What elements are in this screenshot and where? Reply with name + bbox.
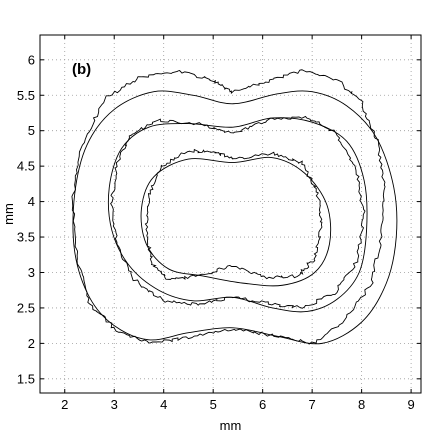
contour-smooth-1 (72, 90, 398, 345)
x-tick-label: 2 (61, 397, 68, 412)
contour-rough-4 (110, 115, 366, 309)
contour-rough-2 (71, 69, 386, 345)
x-tick-label: 9 (407, 397, 414, 412)
y-tick-label: 2 (28, 336, 35, 351)
y-tick-label: 4 (28, 194, 35, 209)
contour-rough-6 (144, 148, 323, 281)
axis-ticks (40, 35, 421, 393)
y-tick-label: 3 (28, 265, 35, 280)
y-tick-label: 1.5 (17, 371, 35, 386)
x-tick-label: 6 (259, 397, 266, 412)
y-tick-label: 4.5 (17, 159, 35, 174)
x-tick-label: 7 (309, 397, 316, 412)
x-tick-label: 4 (160, 397, 167, 412)
y-axis-label: mm (1, 203, 16, 225)
y-tick-label: 3.5 (17, 230, 35, 245)
y-tick-label: 2.5 (17, 300, 35, 315)
contour-smooth-3 (108, 117, 368, 313)
panel-label: (b) (72, 61, 91, 78)
y-tick-label: 6 (28, 52, 35, 67)
x-tick-label: 8 (358, 397, 365, 412)
y-tick-label: 5 (28, 123, 35, 138)
contour-curves (71, 69, 398, 345)
contour-smooth-5 (140, 156, 332, 287)
x-tick-label: 5 (210, 397, 217, 412)
y-tick-label: 5.5 (17, 88, 35, 103)
x-tick-label: 3 (111, 397, 118, 412)
tick-labels: 2 3 4 5 6 7 8 9 1.5 2 2.5 3 3.5 4 4.5 5 5.5 6 (17, 52, 415, 412)
x-axis-label: mm (220, 418, 242, 433)
axes-frame (39, 34, 422, 394)
